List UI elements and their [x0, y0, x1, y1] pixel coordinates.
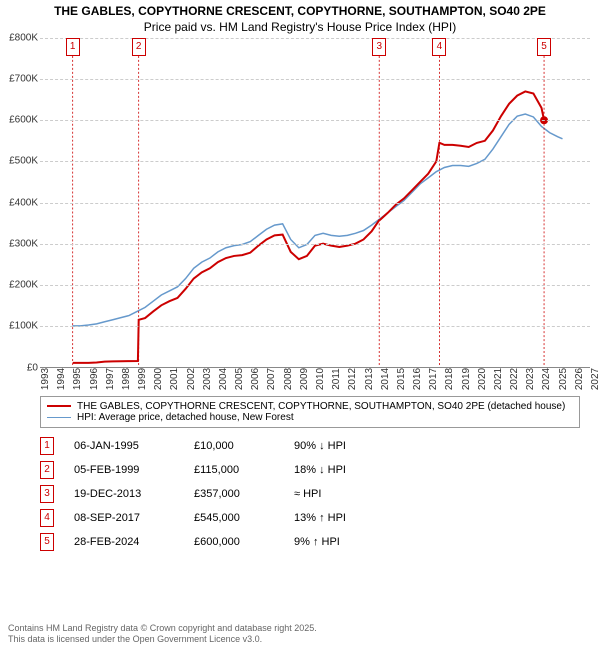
- y-tick: £100K: [0, 321, 38, 332]
- chart-title: THE GABLES, COPYTHORNE CRESCENT, COPYTHO…: [0, 0, 600, 20]
- table-compare: ≈ HPI: [294, 488, 394, 500]
- x-tick: 2012: [347, 367, 358, 389]
- plot: £0£100K£200K£300K£400K£500K£600K£700K£80…: [40, 38, 590, 368]
- table-price: £600,000: [194, 536, 274, 548]
- gridline: [40, 38, 590, 39]
- y-tick: £0: [0, 362, 38, 373]
- x-tick: 2026: [574, 367, 585, 389]
- x-tick: 2017: [428, 367, 439, 389]
- table-row: 1 06-JAN-1995 £10,000 90% ↓ HPI: [40, 434, 580, 458]
- sale-marker-4: 4: [432, 38, 446, 56]
- gridline: [40, 79, 590, 80]
- table-marker: 3: [40, 485, 54, 503]
- x-tick: 1996: [89, 367, 100, 389]
- table-date: 06-JAN-1995: [74, 440, 174, 452]
- sale-marker-2: 2: [132, 38, 146, 56]
- y-tick: £800K: [0, 32, 38, 43]
- x-tick: 1998: [121, 367, 132, 389]
- footer-line1: Contains HM Land Registry data © Crown c…: [8, 623, 592, 635]
- table-row: 2 05-FEB-1999 £115,000 18% ↓ HPI: [40, 458, 580, 482]
- x-tick: 2003: [202, 367, 213, 389]
- x-tick: 2009: [299, 367, 310, 389]
- footer-line2: This data is licensed under the Open Gov…: [8, 634, 592, 646]
- x-tick: 2027: [590, 367, 600, 389]
- x-tick: 2008: [283, 367, 294, 389]
- table-price: £545,000: [194, 512, 274, 524]
- legend-row: HPI: Average price, detached house, New …: [47, 412, 573, 423]
- y-tick: £200K: [0, 280, 38, 291]
- legend-swatch: [47, 417, 71, 418]
- table-compare: 9% ↑ HPI: [294, 536, 394, 548]
- table-compare: 90% ↓ HPI: [294, 440, 394, 452]
- x-tick: 2024: [541, 367, 552, 389]
- y-tick: £700K: [0, 73, 38, 84]
- x-tick: 2021: [493, 367, 504, 389]
- table-date: 28-FEB-2024: [74, 536, 174, 548]
- x-tick: 2022: [509, 367, 520, 389]
- legend-label: THE GABLES, COPYTHORNE CRESCENT, COPYTHO…: [77, 401, 565, 412]
- gridline: [40, 120, 590, 121]
- sale-marker-1: 1: [66, 38, 80, 56]
- gridline: [40, 203, 590, 204]
- x-tick: 2007: [266, 367, 277, 389]
- table-date: 19-DEC-2013: [74, 488, 174, 500]
- table-price: £10,000: [194, 440, 274, 452]
- legend-row: THE GABLES, COPYTHORNE CRESCENT, COPYTHO…: [47, 401, 573, 412]
- table-price: £357,000: [194, 488, 274, 500]
- x-tick: 2005: [234, 367, 245, 389]
- x-tick: 2016: [412, 367, 423, 389]
- y-tick: £600K: [0, 115, 38, 126]
- x-tick: 2019: [461, 367, 472, 389]
- x-tick: 2011: [331, 368, 342, 390]
- table-price: £115,000: [194, 464, 274, 476]
- y-tick: £300K: [0, 238, 38, 249]
- x-tick: 2020: [477, 367, 488, 389]
- legend-label: HPI: Average price, detached house, New …: [77, 412, 294, 423]
- series-hpi: [72, 114, 562, 326]
- x-tick: 2015: [396, 367, 407, 389]
- table-compare: 18% ↓ HPI: [294, 464, 394, 476]
- x-tick: 1999: [137, 367, 148, 389]
- table-compare: 13% ↑ HPI: [294, 512, 394, 524]
- sale-marker-3: 3: [372, 38, 386, 56]
- table-marker: 4: [40, 509, 54, 527]
- table-marker: 5: [40, 533, 54, 551]
- gridline: [40, 161, 590, 162]
- chart-subtitle: Price paid vs. HM Land Registry's House …: [0, 20, 600, 38]
- x-tick: 2023: [525, 367, 536, 389]
- x-tick: 2004: [218, 367, 229, 389]
- gridline: [40, 285, 590, 286]
- chart-area: £0£100K£200K£300K£400K£500K£600K£700K£80…: [40, 38, 590, 388]
- x-tick: 2014: [380, 367, 391, 389]
- y-tick: £400K: [0, 197, 38, 208]
- table-row: 4 08-SEP-2017 £545,000 13% ↑ HPI: [40, 506, 580, 530]
- table-date: 05-FEB-1999: [74, 464, 174, 476]
- transactions-table: 1 06-JAN-1995 £10,000 90% ↓ HPI 2 05-FEB-1999…: [40, 434, 580, 554]
- x-tick: 2010: [315, 367, 326, 389]
- x-tick: 2025: [558, 367, 569, 389]
- table-row: 5 28-FEB-2024 £600,000 9% ↑ HPI: [40, 530, 580, 554]
- x-tick: 2001: [169, 367, 180, 389]
- series-price_paid: [73, 91, 544, 362]
- x-tick: 2002: [186, 367, 197, 389]
- gridline: [40, 244, 590, 245]
- x-tick: 2006: [250, 367, 261, 389]
- legend-swatch: [47, 405, 71, 407]
- x-tick: 2000: [153, 367, 164, 389]
- table-marker: 2: [40, 461, 54, 479]
- sale-marker-5: 5: [537, 38, 551, 56]
- legend: THE GABLES, COPYTHORNE CRESCENT, COPYTHO…: [40, 396, 580, 428]
- x-tick: 1994: [56, 367, 67, 389]
- footer: Contains HM Land Registry data © Crown c…: [8, 623, 592, 646]
- x-tick: 1995: [72, 367, 83, 389]
- table-row: 3 19-DEC-2013 £357,000 ≈ HPI: [40, 482, 580, 506]
- table-date: 08-SEP-2017: [74, 512, 174, 524]
- gridline: [40, 326, 590, 327]
- x-tick: 2013: [364, 367, 375, 389]
- x-tick: 1993: [40, 367, 51, 389]
- y-tick: £500K: [0, 156, 38, 167]
- x-tick: 1997: [105, 367, 116, 389]
- x-tick: 2018: [444, 367, 455, 389]
- table-marker: 1: [40, 437, 54, 455]
